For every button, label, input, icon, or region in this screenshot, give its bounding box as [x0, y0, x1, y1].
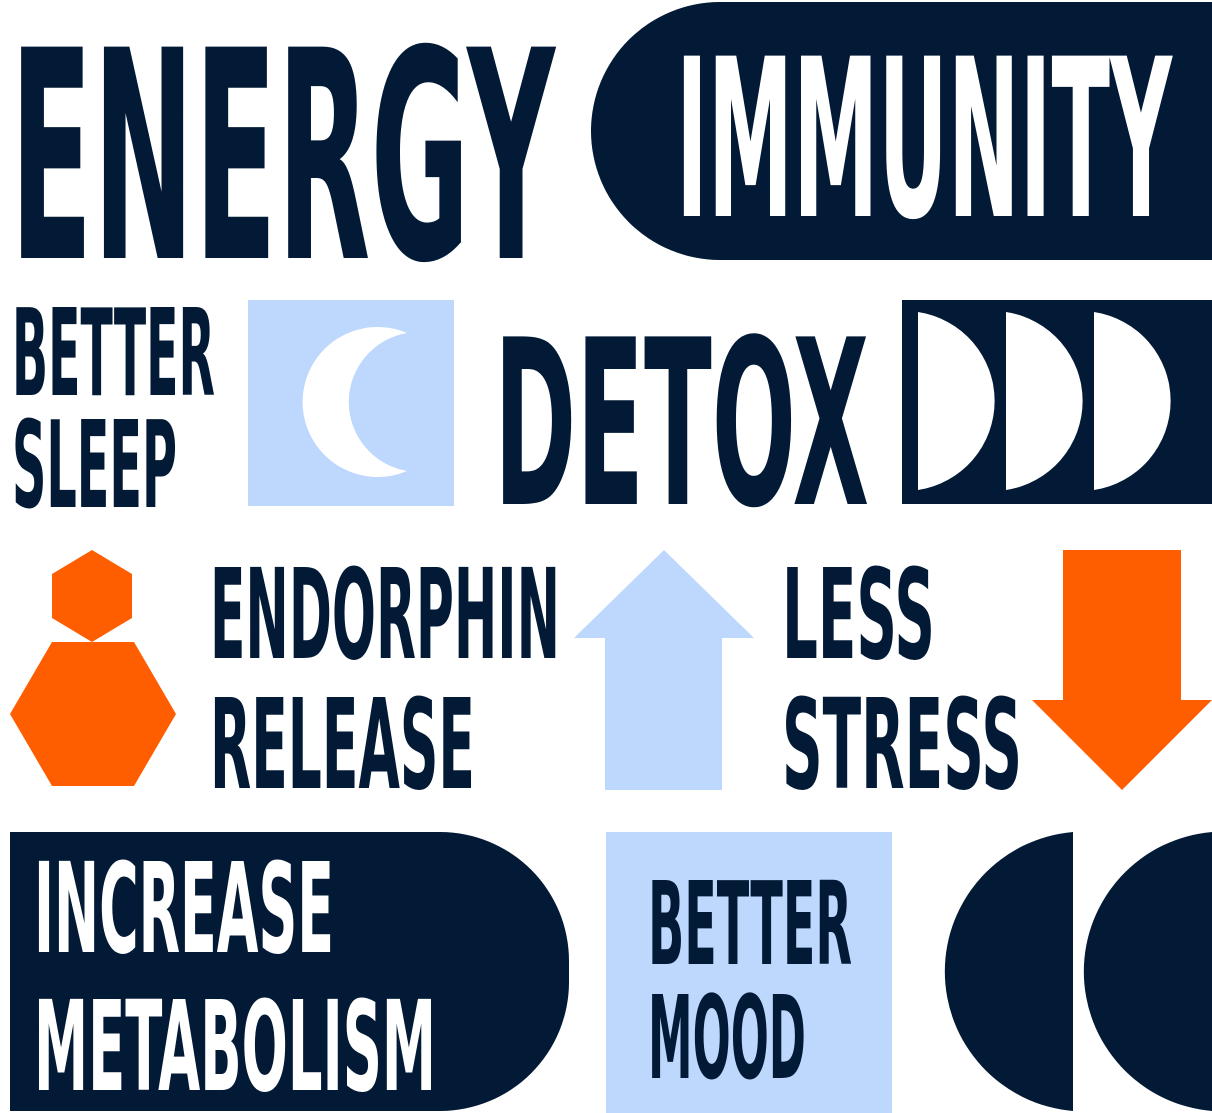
arrow-down-icon [1032, 550, 1212, 790]
quote-shapes-icon [944, 832, 1212, 1111]
less-stress-line-1: LESS [782, 543, 935, 688]
energy-label: ENERGY [10, 0, 556, 327]
quote-shape-1 [944, 832, 1073, 1111]
better-mood-tile: BETTER MOOD [606, 832, 892, 1113]
endorphin-line-2: RELEASE [210, 673, 475, 818]
immunity-pill-background [591, 2, 1212, 260]
less-stress-block: LESS STRESS [782, 543, 1022, 818]
detox-label: DETOX [494, 292, 869, 559]
quote-shape-2 [1083, 832, 1212, 1111]
less-stress-line-2: STRESS [782, 673, 1022, 818]
metabolism-line-1: INCREASE [34, 837, 334, 982]
arrow-up-icon [574, 550, 754, 790]
metabolism-line-2: METABOLISM [34, 975, 436, 1113]
arrow-down-shape [1032, 550, 1212, 790]
better-mood-line-2: MOOD [648, 972, 806, 1106]
half-circles-icon [902, 300, 1212, 504]
stacked-hexagons-icon [10, 550, 176, 786]
half-circle-2 [1006, 312, 1083, 490]
better-sleep-line-1: BETTER [12, 285, 215, 424]
endorphin-release-block: ENDORPHIN RELEASE [210, 543, 560, 818]
moon-shape [302, 327, 407, 478]
arrow-up-shape [574, 550, 754, 790]
immunity-label: IMMUNITY [676, 12, 1173, 268]
better-sleep-block: BETTER SLEEP [12, 285, 215, 536]
better-mood-background [606, 832, 892, 1113]
immunity-pill: IMMUNITY [591, 2, 1212, 268]
better-sleep-line-2: SLEEP [12, 397, 177, 536]
increase-metabolism-pill: INCREASE METABOLISM [10, 832, 569, 1113]
small-hexagon [52, 550, 132, 642]
detox-block: DETOX [494, 292, 869, 559]
half-circle-3 [1094, 312, 1171, 490]
metabolism-pill-background [10, 832, 569, 1111]
moon-tile [248, 300, 454, 506]
endorphin-line-1: ENDORPHIN [210, 543, 560, 688]
crescent-moon-icon [248, 300, 454, 506]
energy-block: ENERGY [10, 0, 556, 327]
half-circle-1 [918, 312, 995, 490]
large-hexagon [10, 642, 176, 786]
better-mood-line-1: BETTER [648, 858, 852, 992]
